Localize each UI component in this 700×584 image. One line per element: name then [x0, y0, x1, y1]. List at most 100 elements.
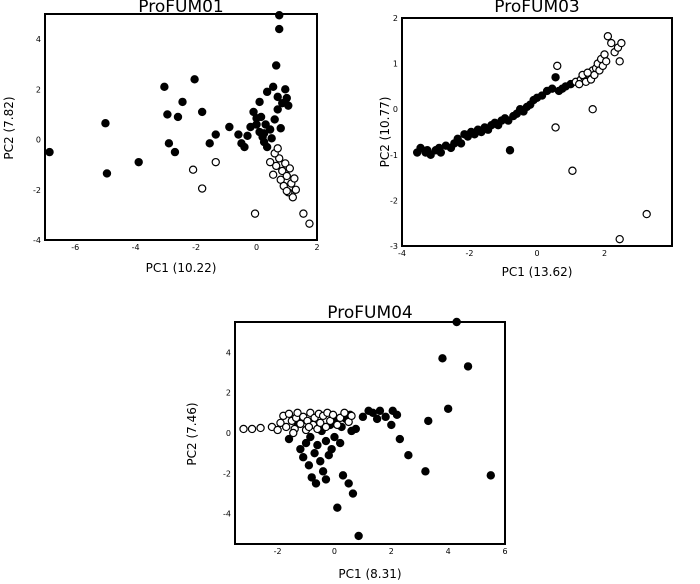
filled-data-point — [354, 531, 363, 541]
open-data-point — [272, 161, 281, 171]
chart-title: ProFUM03 — [494, 0, 580, 17]
open-data-point — [273, 425, 282, 435]
open-data-point — [340, 408, 349, 418]
filled-data-point — [306, 432, 315, 442]
open-data-point — [250, 209, 260, 218]
filled-data-point — [234, 130, 243, 139]
filled-data-point — [211, 130, 220, 139]
filled-data-point — [270, 115, 279, 124]
filled-data-point — [392, 410, 402, 420]
y-tick-label: 0 — [393, 105, 398, 114]
filled-data-point — [282, 93, 291, 103]
filled-data-point — [348, 489, 358, 498]
y-tick-label: 2 — [226, 389, 231, 398]
filled-data-point — [318, 467, 328, 476]
open-data-point — [601, 57, 611, 66]
chart-title: ProFUM04 — [327, 303, 413, 323]
open-data-point — [281, 422, 291, 432]
filled-data-point — [262, 87, 272, 97]
filled-data-point — [338, 471, 348, 480]
filled-data-point — [456, 139, 466, 148]
x-tick-label: -2 — [274, 547, 282, 556]
open-data-point — [321, 422, 331, 432]
y-tick-label: -2 — [390, 196, 398, 205]
open-data-point — [305, 219, 314, 228]
filled-data-point — [463, 362, 473, 371]
chart-title: ProFUM01 — [138, 0, 224, 17]
chart-panel-profum04: ProFUM04 PC1 (8.31) PC2 (7.46) -2 0 2 4 6-4-… — [185, 303, 508, 581]
filled-data-point — [102, 169, 112, 178]
open-data-point — [568, 166, 577, 175]
filled-data-point — [537, 91, 547, 100]
open-data-point — [617, 38, 626, 48]
filled-data-point — [272, 61, 281, 70]
chart-panel-profum03: ProFUM03 PC1 (13.62) PC2 (10.77) -4 -2 0 2-… — [378, 0, 673, 279]
open-data-point — [276, 418, 285, 428]
filled-data-point — [45, 147, 54, 157]
y-tick-label: -4 — [33, 236, 41, 245]
open-data-point — [583, 68, 592, 77]
open-data-point — [588, 104, 597, 114]
filled-data-point — [265, 125, 275, 134]
x-tick-label: 0 — [332, 547, 337, 556]
filled-data-point — [160, 82, 169, 92]
filled-data-point — [262, 142, 272, 152]
open-data-point — [281, 159, 290, 168]
open-data-point — [239, 424, 248, 434]
filled-data-point — [256, 112, 266, 122]
open-data-point — [247, 424, 257, 434]
filled-data-point — [197, 107, 207, 117]
x-tick-label: -2 — [192, 243, 200, 252]
filled-data-point — [259, 129, 269, 138]
filled-data-point — [438, 354, 447, 363]
plot-frame — [401, 17, 673, 247]
y-axis-label: PC2 (7.46) — [185, 402, 199, 465]
filled-data-point — [178, 97, 187, 107]
open-data-point — [290, 174, 299, 183]
open-data-point — [265, 157, 275, 167]
x-tick-label: -6 — [71, 243, 79, 252]
axis-ticks: -2 0 2 4 6 -4 -2 0 2 4 — [223, 348, 508, 556]
x-tick-label: 0 — [534, 249, 539, 258]
filled-data-point — [275, 24, 284, 34]
y-tick-label: -1 — [390, 151, 398, 160]
filled-data-point — [321, 475, 331, 484]
filled-data-point — [205, 139, 214, 148]
y-tick-label: 4 — [226, 348, 231, 357]
filled-data-point — [301, 438, 311, 448]
open-data-point — [551, 123, 560, 132]
open-data-point — [296, 419, 305, 429]
filled-data-point — [547, 84, 557, 93]
filled-data-point — [330, 432, 339, 442]
filled-data-point — [268, 82, 278, 92]
open-data-point — [282, 171, 291, 181]
filled-data-point — [505, 146, 515, 155]
y-tick-label: -4 — [223, 510, 231, 519]
y-tick-label: 4 — [36, 35, 41, 44]
open-data-point — [288, 193, 298, 202]
filled-data-point — [395, 434, 405, 444]
filled-data-point — [101, 119, 110, 128]
y-tick-label: 0 — [36, 136, 41, 145]
filled-data-point — [225, 122, 234, 132]
open-data-point — [299, 209, 308, 218]
x-axis-label: PC1 (8.31) — [338, 567, 401, 581]
chart-panel-profum01: ProFUM01 PC1 (10.22) PC2 (7.82) -6 -4 -2 0 2… — [2, 0, 320, 275]
x-axis-label: PC1 (13.62) — [502, 265, 573, 279]
open-data-point — [333, 420, 342, 430]
x-tick-label: 2 — [389, 547, 394, 556]
filled-data-point — [243, 131, 252, 140]
filled-data-point — [190, 75, 199, 84]
filled-data-point — [372, 414, 382, 424]
x-tick-label: -2 — [466, 249, 474, 258]
filled-data-point — [404, 451, 413, 460]
open-data-point — [278, 166, 287, 176]
filled-data-point — [299, 453, 308, 462]
filled-data-point — [443, 404, 453, 413]
y-tick-label: -2 — [223, 469, 231, 478]
open-data-point — [289, 428, 298, 438]
filled-data-point — [321, 436, 331, 446]
filled-data-point — [551, 73, 560, 82]
x-tick-label: 2 — [602, 249, 607, 258]
filled-data-point — [311, 479, 321, 488]
